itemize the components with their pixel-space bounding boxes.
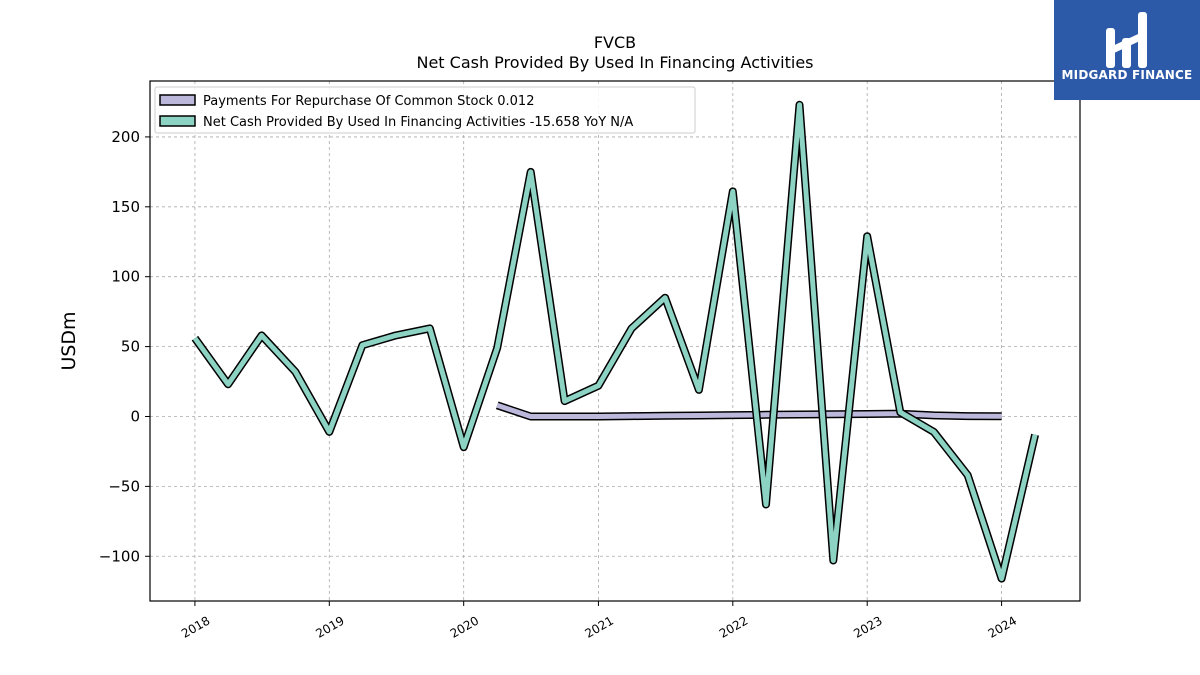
grid — [150, 81, 1080, 601]
series-1-point — [664, 296, 667, 299]
x-axis: 2018 2019 2020 2021 2022 2023 2024 — [179, 601, 1019, 641]
x-tick-label: 2022 — [717, 613, 750, 640]
series-1-point — [496, 347, 499, 350]
series-1-point — [394, 334, 397, 337]
series-0-point — [932, 414, 935, 417]
series-1-point — [899, 411, 902, 414]
legend-swatch-financing — [159, 115, 196, 127]
series-0-point — [697, 414, 700, 417]
y-tick-label: 50 — [121, 338, 140, 356]
series-1-point — [966, 474, 969, 477]
y-tick-label: 0 — [130, 407, 140, 425]
series-0-point — [832, 413, 835, 416]
legend-label-financing: Net Cash Provided By Used In Financing A… — [203, 115, 633, 130]
series-1-point — [697, 388, 700, 391]
series-1-point — [193, 337, 196, 340]
x-tick-label: 2019 — [313, 613, 346, 640]
series-0-point — [630, 415, 633, 418]
series-1-point — [361, 344, 364, 347]
series-1-point — [227, 383, 230, 386]
logo-mark-icon — [1106, 12, 1147, 68]
y-tick-label: 100 — [111, 268, 140, 286]
series-1-point — [328, 430, 331, 433]
chart-title: FVCB — [594, 33, 636, 52]
plot-lines — [191, 100, 1039, 583]
series-0-point — [966, 415, 969, 418]
series-1-point — [798, 103, 801, 106]
series-0-point — [496, 404, 499, 407]
series-1-point — [1034, 433, 1037, 436]
series-0-point — [798, 413, 801, 416]
y-tick-label: −50 — [108, 477, 140, 495]
y-axis: −100 −50 0 50 100 150 200 — [99, 128, 150, 565]
series-1-point — [765, 503, 768, 506]
series-0-point — [597, 415, 600, 418]
x-tick-label: 2018 — [179, 613, 212, 640]
x-tick-label: 2023 — [851, 613, 884, 640]
series-1-point — [932, 430, 935, 433]
legend-box — [154, 86, 696, 134]
series-0-point — [866, 413, 869, 416]
series-1-line — [192, 102, 1038, 582]
x-tick-label: 2020 — [448, 613, 481, 640]
series-1-point — [1000, 577, 1003, 580]
series-1-point — [731, 190, 734, 193]
brand-name: MIDGARD FINANCE — [1061, 68, 1193, 82]
plot-frame — [149, 80, 1081, 602]
legend-swatch-repurchase — [159, 94, 196, 106]
series-1-point — [294, 370, 297, 373]
series-1-point — [563, 400, 566, 403]
series-1-point — [597, 384, 600, 387]
series-0-line — [496, 402, 1002, 419]
series-1-point — [462, 446, 465, 449]
series-0-point — [529, 415, 532, 418]
chart-subtitle: Net Cash Provided By Used In Financing A… — [416, 53, 813, 72]
series-0-point — [563, 415, 566, 418]
series-0-point — [1000, 415, 1003, 418]
legend-label-repurchase: Payments For Repurchase Of Common Stock … — [203, 94, 534, 109]
y-axis-label: USDm — [58, 311, 80, 370]
x-tick-label: 2024 — [986, 613, 1019, 640]
series-0-point — [664, 414, 667, 417]
brand-logo: MIDGARD FINANCE — [1054, 0, 1200, 100]
y-tick-label: 200 — [111, 128, 140, 146]
series-1-point — [832, 559, 835, 562]
series-1-point — [630, 327, 633, 330]
x-tick-label: 2021 — [582, 613, 615, 640]
y-tick-label: −100 — [99, 547, 140, 565]
series-1-point — [866, 235, 869, 238]
series-0-point — [765, 413, 768, 416]
y-tick-label: 150 — [111, 198, 140, 216]
series-0-point — [731, 414, 734, 417]
series-1-outline — [191, 100, 1039, 583]
series-1-point — [529, 170, 532, 173]
series-1-point — [260, 334, 263, 337]
series-1-point — [428, 327, 431, 330]
legend: Payments For Repurchase Of Common Stock … — [154, 86, 696, 134]
